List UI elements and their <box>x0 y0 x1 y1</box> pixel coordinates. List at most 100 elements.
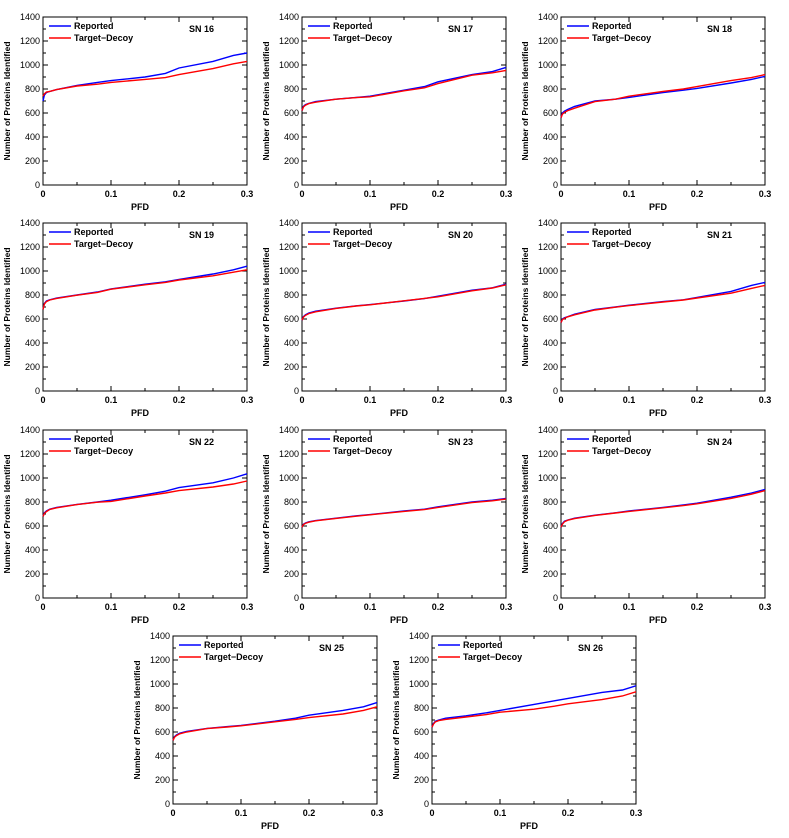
x-tick-label: 0.2 <box>173 395 186 405</box>
y-axis-label: Number of Proteins Identified <box>261 247 271 366</box>
x-tick-label: 0.1 <box>494 808 507 818</box>
x-tick-label: 0 <box>299 189 304 199</box>
y-tick-label: 1000 <box>20 266 40 276</box>
y-axis-label: Number of Proteins Identified <box>2 454 12 573</box>
x-tick-label: 0 <box>558 602 563 612</box>
y-tick-label: 400 <box>25 132 40 142</box>
y-tick-label: 200 <box>155 775 170 785</box>
series-line-reported <box>431 685 637 728</box>
chart-panel: 0 200 400 600 800 1000 1200 1400 0 0.1 0.2 0.3 PFD Nu… <box>261 218 512 418</box>
legend-label: Reported <box>592 21 632 31</box>
y-tick-label: 1000 <box>279 60 299 70</box>
x-axis-label: PFD <box>131 615 150 625</box>
y-tick-label: 200 <box>284 569 299 579</box>
x-tick-label: 0.1 <box>105 602 118 612</box>
legend-label: Target−Decoy <box>592 446 651 456</box>
chart-panel: 0 200 400 600 800 1000 1200 1400 0 0.1 0.2 0.3 PFD Nu… <box>261 425 512 625</box>
y-tick-label: 400 <box>543 338 558 348</box>
y-tick-label: 1000 <box>279 473 299 483</box>
y-tick-label: 400 <box>543 132 558 142</box>
x-axis-label: PFD <box>390 408 409 418</box>
y-tick-label: 1200 <box>409 655 429 665</box>
x-tick-label: 0.2 <box>432 602 445 612</box>
y-tick-label: 1200 <box>20 242 40 252</box>
y-tick-label: 200 <box>25 156 40 166</box>
panel-title: SN 20 <box>448 230 473 240</box>
y-tick-label: 800 <box>155 703 170 713</box>
legend-label: Reported <box>74 434 114 444</box>
x-tick-label: 0.1 <box>623 189 636 199</box>
y-tick-label: 1000 <box>538 266 558 276</box>
y-axis-label: Number of Proteins Identified <box>2 247 12 366</box>
y-tick-label: 1400 <box>279 425 299 435</box>
y-tick-label: 1200 <box>20 449 40 459</box>
x-tick-label: 0.2 <box>691 189 704 199</box>
y-tick-label: 400 <box>284 338 299 348</box>
legend-label: Target−Decoy <box>592 239 651 249</box>
y-tick-label: 1200 <box>279 36 299 46</box>
legend-label: Target−Decoy <box>333 446 392 456</box>
y-tick-label: 800 <box>284 290 299 300</box>
y-tick-label: 200 <box>543 362 558 372</box>
y-tick-label: 400 <box>25 338 40 348</box>
y-tick-label: 1000 <box>538 60 558 70</box>
x-tick-label: 0.1 <box>235 808 248 818</box>
y-axis-label: Number of Proteins Identified <box>132 660 142 779</box>
series-line-target-decoy <box>301 498 507 528</box>
y-tick-label: 200 <box>25 569 40 579</box>
legend-label: Reported <box>463 640 503 650</box>
y-tick-label: 200 <box>25 362 40 372</box>
y-tick-label: 600 <box>284 521 299 531</box>
x-tick-label: 0.2 <box>691 602 704 612</box>
panel-title: SN 26 <box>578 643 603 653</box>
y-tick-label: 1400 <box>538 12 558 22</box>
x-tick-label: 0.2 <box>432 395 445 405</box>
legend-label: Reported <box>74 21 114 31</box>
y-tick-label: 800 <box>25 497 40 507</box>
y-tick-label: 0 <box>35 386 40 396</box>
y-tick-label: 0 <box>165 799 170 809</box>
chart-panel: 0 200 400 600 800 1000 1200 1400 0 0.1 0.2 0.3 PFD Nu… <box>261 12 512 212</box>
series-line-reported <box>42 473 248 517</box>
panel-title: SN 21 <box>707 230 732 240</box>
y-tick-label: 800 <box>25 290 40 300</box>
y-tick-label: 0 <box>553 593 558 603</box>
panel-title: SN 17 <box>448 24 473 34</box>
legend-label: Target−Decoy <box>463 652 522 662</box>
y-tick-label: 800 <box>543 84 558 94</box>
legend-label: Target−Decoy <box>74 446 133 456</box>
y-tick-label: 1200 <box>538 242 558 252</box>
y-tick-label: 800 <box>543 290 558 300</box>
x-tick-label: 0.3 <box>241 395 254 405</box>
y-tick-label: 1000 <box>150 679 170 689</box>
legend-label: Reported <box>204 640 244 650</box>
y-tick-label: 1200 <box>20 36 40 46</box>
y-tick-label: 600 <box>284 108 299 118</box>
y-axis-label: Number of Proteins Identified <box>520 247 530 366</box>
y-tick-label: 200 <box>284 362 299 372</box>
series-line-reported <box>301 66 507 111</box>
y-axis-label: Number of Proteins Identified <box>391 660 401 779</box>
panel-title: SN 19 <box>189 230 214 240</box>
y-tick-label: 200 <box>284 156 299 166</box>
x-axis-label: PFD <box>649 408 668 418</box>
y-tick-label: 600 <box>543 314 558 324</box>
y-tick-label: 800 <box>25 84 40 94</box>
y-tick-label: 600 <box>284 314 299 324</box>
x-tick-label: 0.3 <box>371 808 384 818</box>
y-tick-label: 600 <box>25 521 40 531</box>
y-tick-label: 400 <box>25 545 40 555</box>
series-line-reported <box>42 265 248 310</box>
x-tick-label: 0.3 <box>500 395 513 405</box>
y-tick-label: 1200 <box>150 655 170 665</box>
x-tick-label: 0.3 <box>759 602 772 612</box>
x-axis-label: PFD <box>131 408 150 418</box>
x-tick-label: 0.1 <box>623 395 636 405</box>
x-axis-label: PFD <box>390 202 409 212</box>
panel-title: SN 18 <box>707 24 732 34</box>
x-tick-label: 0 <box>40 602 45 612</box>
x-axis-label: PFD <box>649 202 668 212</box>
legend-label: Reported <box>74 227 114 237</box>
y-tick-label: 1400 <box>279 12 299 22</box>
y-tick-label: 400 <box>284 545 299 555</box>
